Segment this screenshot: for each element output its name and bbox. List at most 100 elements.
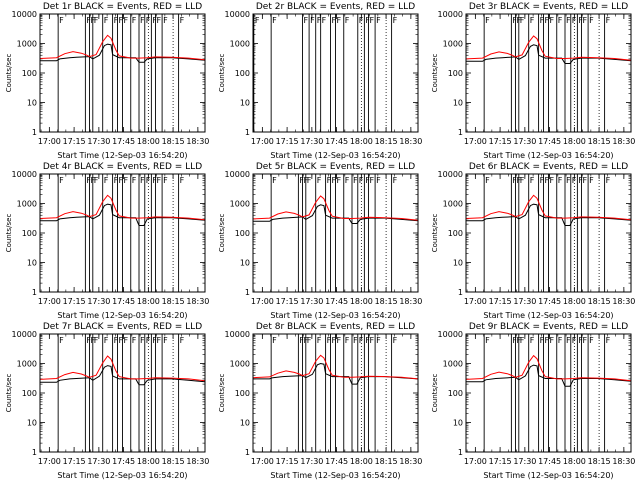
- flag-marker: F: [132, 336, 137, 345]
- flag-marker: F: [132, 16, 137, 25]
- flag-marker: F: [86, 176, 91, 185]
- plot-frame: [465, 333, 632, 453]
- y-tick-label: 10000: [225, 330, 250, 339]
- y-tick-label: 10: [27, 259, 37, 268]
- series-events-line: [466, 364, 632, 387]
- x-tick-label: 17:15: [489, 457, 512, 466]
- x-tick-label: 17:30: [513, 457, 536, 466]
- flag-marker: F: [272, 176, 277, 185]
- flag-marker: F: [566, 336, 571, 345]
- x-tick-label: 17:45: [325, 457, 348, 466]
- flag-marker: F: [124, 176, 129, 185]
- flag-marker: F: [124, 336, 129, 345]
- flag-marker: F: [558, 176, 563, 185]
- flag-marker: F: [550, 16, 555, 25]
- x-tick-label: 17:15: [63, 137, 86, 146]
- flag-marker: F: [114, 16, 119, 25]
- flag-marker: F: [59, 16, 64, 25]
- panel-det-5: Det 5r BLACK = Events, RED = LLD Counts/s…: [218, 162, 422, 320]
- flag-marker: F: [124, 16, 129, 25]
- flag-marker: F: [545, 16, 550, 25]
- y-tick-label: 10: [453, 419, 463, 428]
- x-tick-label: 17:30: [513, 297, 536, 306]
- y-axis-label: Counts/sec: [431, 214, 439, 253]
- x-tick-label: 18:15: [375, 137, 398, 146]
- flag-marker: F: [566, 16, 571, 25]
- panel-title: Det 3r BLACK = Events, RED = LLD: [469, 2, 628, 12]
- x-axis-label: Start Time (12-Sep-03 16:54:20): [57, 471, 187, 480]
- flag-marker: F: [180, 336, 185, 345]
- flag-marker: F: [589, 336, 594, 345]
- flag-marker: F: [327, 336, 332, 345]
- flag-marker: F: [530, 336, 535, 345]
- y-tick-label: 100: [22, 69, 37, 78]
- flag-marker: F: [94, 336, 99, 345]
- y-tick-label: 10000: [438, 330, 463, 339]
- flag-marker: F: [540, 16, 545, 25]
- y-tick-label: 1000: [443, 40, 463, 49]
- x-tick-label: 17:00: [464, 457, 487, 466]
- x-tick-label: 18:15: [588, 457, 611, 466]
- x-tick-label: 18:00: [350, 457, 373, 466]
- x-tick-label: 17:30: [513, 137, 536, 146]
- y-tick-label: 10: [453, 99, 463, 108]
- series-events-line: [466, 203, 632, 226]
- flag-marker: F: [94, 176, 99, 185]
- panel-det-1: Det 1r BLACK = Events, RED = LLD Counts/s…: [5, 2, 209, 160]
- y-tick-label: 1000: [17, 40, 37, 49]
- flag-marker: F: [146, 336, 151, 345]
- flag-marker: F: [578, 176, 583, 185]
- x-tick-label: 17:30: [87, 137, 110, 146]
- y-tick-label: 1: [245, 288, 250, 297]
- x-tick-label: 17:45: [325, 137, 348, 146]
- x-tick-label: 17:15: [489, 137, 512, 146]
- flag-marker: F: [359, 16, 364, 25]
- flag-marker: F: [353, 176, 358, 185]
- series-lld-line: [252, 195, 419, 221]
- x-tick-label: 17:00: [38, 137, 61, 146]
- flag-marker: F: [152, 176, 157, 185]
- y-tick-label: 100: [235, 229, 250, 238]
- y-tick-label: 10000: [438, 170, 463, 179]
- flag-marker: F: [94, 16, 99, 25]
- series-lld-line: [465, 35, 632, 61]
- panel-det-2: Det 2r BLACK = Events, RED = LLD Counts/s…: [218, 2, 422, 160]
- series-events-line: [253, 204, 419, 224]
- y-tick-label: 10000: [12, 330, 37, 339]
- x-tick-label: 18:00: [563, 297, 586, 306]
- y-tick-label: 1: [32, 448, 37, 457]
- panel-det-3: Det 3r BLACK = Events, RED = LLD Counts/s…: [431, 2, 635, 160]
- flag-marker: F: [255, 16, 260, 25]
- flag-marker: F: [119, 16, 124, 25]
- flag-marker: F: [119, 176, 124, 185]
- x-tick-label: 17:00: [251, 137, 274, 146]
- y-tick-label: 1: [458, 288, 463, 297]
- panel-title: Det 4r BLACK = Events, RED = LLD: [43, 162, 202, 172]
- x-tick-label: 18:30: [612, 457, 635, 466]
- flag-marker: F: [317, 16, 322, 25]
- x-axis-label: Start Time (12-Sep-03 16:54:20): [483, 311, 613, 320]
- flag-marker: F: [359, 336, 364, 345]
- y-tick-label: 10: [27, 419, 37, 428]
- y-axis-label: Counts/sec: [431, 54, 439, 93]
- y-tick-label: 1: [458, 128, 463, 137]
- y-tick-label: 1000: [230, 40, 250, 49]
- x-tick-label: 17:15: [63, 457, 86, 466]
- panel-det-8: Det 8r BLACK = Events, RED = LLD Counts/s…: [218, 322, 422, 480]
- series-lld-line: [252, 354, 419, 380]
- x-tick-label: 17:00: [38, 457, 61, 466]
- x-tick-label: 17:45: [325, 297, 348, 306]
- flag-marker: F: [520, 336, 525, 345]
- y-tick-label: 1: [245, 448, 250, 457]
- flag-marker: F: [376, 16, 381, 25]
- flag-marker: F: [104, 176, 109, 185]
- flag-marker: F: [327, 176, 332, 185]
- y-tick-label: 1000: [230, 360, 250, 369]
- x-axis-label: Start Time (12-Sep-03 16:54:20): [270, 311, 400, 320]
- y-axis-label: Counts/sec: [5, 214, 13, 253]
- flag-marker: F: [512, 176, 517, 185]
- y-tick-label: 10: [240, 419, 250, 428]
- y-tick-label: 10: [240, 99, 250, 108]
- x-tick-label: 18:30: [186, 137, 209, 146]
